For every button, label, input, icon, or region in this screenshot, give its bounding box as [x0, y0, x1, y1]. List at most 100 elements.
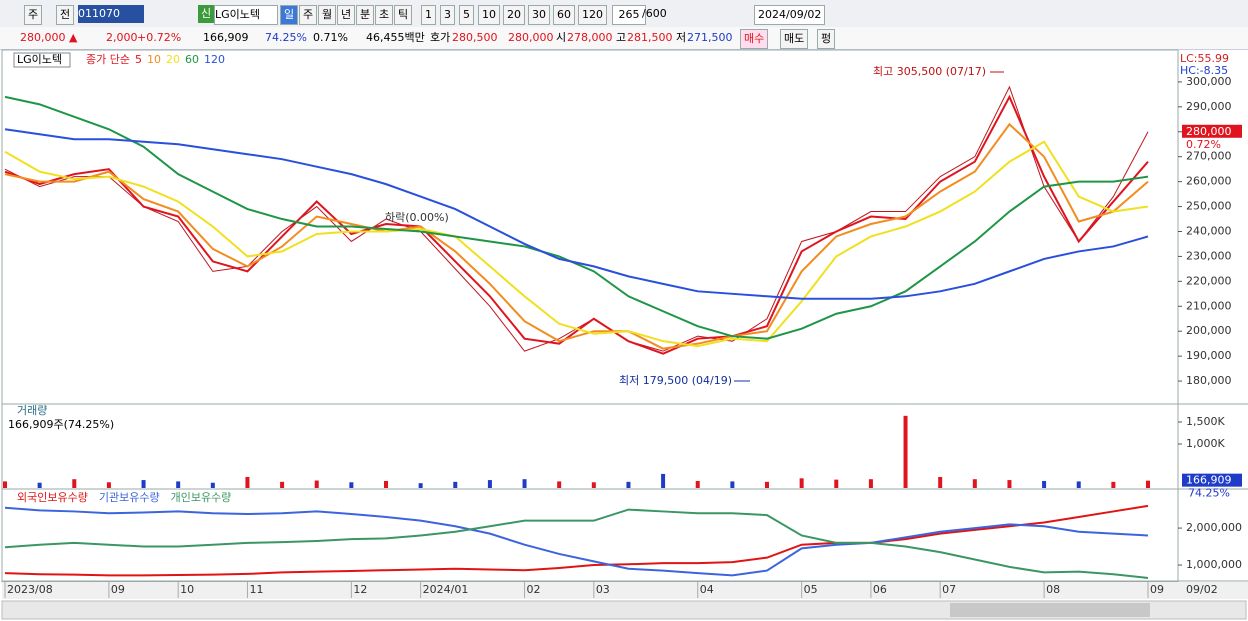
interval-button[interactable]: 분 [356, 5, 375, 25]
x-tick-label: 08 [1046, 583, 1060, 596]
legend-item: 60 [185, 53, 199, 66]
badge: 신 [198, 5, 215, 23]
code-input[interactable]: 011070 [78, 5, 144, 23]
x-tick-label: 10 [180, 583, 194, 596]
volume-bar [938, 476, 943, 488]
volume-bar [834, 479, 839, 488]
x-tick-label: 12 [353, 583, 367, 596]
current-label: 280,000 [1186, 125, 1232, 138]
interval-button[interactable]: 일 [280, 5, 299, 25]
legend-item: 20 [166, 53, 180, 66]
volume-bar [349, 482, 354, 488]
volume-bar [799, 478, 804, 488]
x-tick-label: 02 [527, 583, 541, 596]
legend-item: 5 [135, 53, 142, 66]
legend-item: 개인보유수량 [171, 491, 232, 504]
current-rate: 0.72% [1186, 138, 1221, 151]
volume-bar [626, 481, 631, 488]
volume-bar [418, 483, 423, 488]
y-tick-label: 230,000 [1186, 249, 1232, 262]
open: 278,000 [567, 31, 613, 44]
series-line [4, 94, 1149, 355]
y-tick-label: 1,500K [1186, 415, 1225, 428]
y-tick-label: 2,000,000 [1186, 521, 1242, 534]
interval-button[interactable]: 3 [440, 5, 455, 25]
y-tick-label: 210,000 [1186, 299, 1232, 312]
legend-item: 기관보유수량 [99, 491, 160, 504]
legend-item: 외국인보유수량 [17, 491, 88, 504]
interval-button[interactable]: 5 [459, 5, 474, 25]
high: 281,500 [627, 31, 673, 44]
interval-button[interactable]: 30 [528, 5, 550, 25]
sell-button[interactable]: 매도 [780, 29, 809, 49]
volume-bar [591, 482, 596, 488]
volume-bar [1076, 481, 1081, 488]
count-total: /600 [642, 7, 667, 20]
x-tick-label: 09 [111, 583, 125, 596]
interval-button[interactable]: 60 [553, 5, 575, 25]
y-tick-label: 220,000 [1186, 274, 1232, 287]
ask: 280,500 [452, 31, 498, 44]
volume-current: 166,909 [1186, 474, 1232, 487]
volume-ratio: 74.25% [265, 31, 307, 44]
volume-bar [695, 480, 700, 488]
amount: 46,455백만 [366, 31, 425, 44]
interval-button[interactable]: 년 [337, 5, 356, 25]
interval-button[interactable]: 월 [318, 5, 337, 25]
y-tick-label: 180,000 [1186, 374, 1232, 387]
series-line [4, 504, 1149, 577]
bid-label: 호가 [430, 31, 451, 44]
buy-button[interactable]: 매수 [740, 29, 769, 49]
prev-button[interactable]: 전 [56, 5, 75, 25]
y-tick-label: 190,000 [1186, 349, 1232, 362]
scrollbar [1, 600, 1247, 620]
interval-button[interactable]: 틱 [394, 5, 413, 25]
volume-bar [522, 479, 527, 488]
mid-note: 하락(0.00%) [385, 210, 449, 224]
volume-bar [453, 481, 458, 488]
legend-item: 120 [204, 53, 225, 66]
low-label: 저 [676, 31, 687, 44]
interval-button[interactable]: 10 [478, 5, 500, 25]
scroll-thumb [950, 603, 1150, 617]
low: 271,500 [687, 31, 733, 44]
count-input[interactable]: 265 [612, 5, 646, 25]
volume: 166,909 [203, 31, 249, 44]
x-tick-label: 06 [873, 583, 887, 596]
flat-button[interactable]: 펑 [817, 29, 836, 49]
name-box [13, 52, 71, 68]
volume-bar [210, 482, 215, 488]
interval-button[interactable]: 초 [375, 5, 394, 25]
series-line [4, 506, 1149, 577]
series-line [4, 128, 1149, 300]
interval-button[interactable]: 주 [299, 5, 318, 25]
y-tick-label: 1,000K [1186, 437, 1225, 450]
series-line [4, 508, 1149, 579]
legend-name: LG이노텍 [17, 53, 62, 66]
volume-subtitle: 166,909주(74.25%) [8, 418, 114, 431]
interval-button[interactable]: 1 [421, 5, 436, 25]
volume-bar [972, 479, 977, 488]
stock-name[interactable]: LG이노텍 [214, 5, 278, 25]
volume-bar [487, 480, 492, 488]
y-tick-label: 270,000 [1186, 150, 1232, 163]
bid: 280,000 [508, 31, 554, 44]
x-axis-band [2, 582, 1248, 599]
y-tick-label: 290,000 [1186, 100, 1232, 113]
y-tick-label: 240,000 [1186, 224, 1232, 237]
volume-bar [3, 481, 7, 488]
turnover: 0.71% [313, 31, 348, 44]
period-select[interactable]: 주 [24, 5, 43, 25]
y-tick-label: 300,000 [1186, 75, 1232, 88]
date-input[interactable]: 2024/09/02 [754, 5, 826, 25]
volume-bar [1111, 481, 1116, 488]
volume-bar [661, 473, 666, 488]
interval-button[interactable]: 20 [503, 5, 525, 25]
interval-button[interactable]: 120 [578, 5, 607, 25]
high-note: 최고 305,500 (07/17) [873, 65, 986, 78]
last-date: 09/02 [1186, 583, 1218, 596]
change: 2,000 [106, 31, 138, 44]
volume-rate: 74.25% [1188, 487, 1230, 500]
y-tick-label: 260,000 [1186, 175, 1232, 188]
